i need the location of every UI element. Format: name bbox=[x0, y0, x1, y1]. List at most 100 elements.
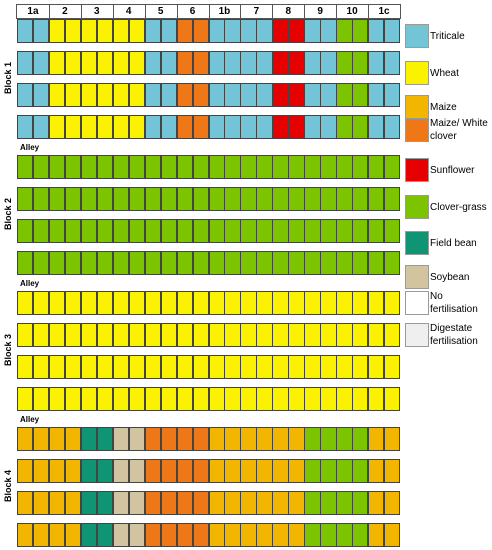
plot-cell-sunflower bbox=[272, 115, 289, 139]
plot-cell-clover bbox=[208, 155, 225, 179]
plot-cell-clover bbox=[320, 491, 337, 515]
plot-cell-wheat bbox=[336, 323, 353, 347]
plot-cell-wheat bbox=[80, 323, 98, 347]
plot-cell-clover bbox=[17, 219, 34, 243]
plot-cell-clover bbox=[384, 219, 401, 243]
plot-cell-soybean bbox=[128, 491, 146, 515]
plot-cell-maize bbox=[64, 459, 82, 483]
plot-cell-clover bbox=[240, 251, 257, 275]
plot-cell-clover bbox=[96, 187, 114, 211]
plot-cell-clover bbox=[176, 187, 193, 211]
plot-cell-clover bbox=[128, 219, 146, 243]
plot-cell-wheat bbox=[160, 355, 177, 379]
plot-cell-maize bbox=[32, 491, 50, 515]
plot-cell-maize bbox=[224, 491, 241, 515]
plot-cell-maize bbox=[64, 491, 82, 515]
plot-cell-wheat bbox=[32, 323, 50, 347]
plot-cell-maize bbox=[288, 523, 305, 547]
plot-cell-clover bbox=[304, 219, 321, 243]
legend-swatch-sunflower bbox=[405, 158, 429, 182]
plot-cell-clover bbox=[144, 251, 161, 275]
plot-cell-wheat bbox=[48, 355, 66, 379]
plot-cell-clover bbox=[320, 187, 337, 211]
plot-cell-wheat bbox=[176, 355, 193, 379]
plot-cell-wheat bbox=[192, 387, 209, 411]
plot-cell-clover bbox=[352, 187, 369, 211]
plot-cell-wheat bbox=[128, 83, 146, 107]
plot-cell-clover bbox=[336, 459, 353, 483]
plot-cell-maize bbox=[208, 491, 225, 515]
plot-cell-sunflower bbox=[288, 115, 305, 139]
plot-cell-clover bbox=[160, 251, 177, 275]
plot-cell-wheat bbox=[96, 51, 114, 75]
plot-cell-clover bbox=[80, 251, 98, 275]
plot-cell-clover bbox=[336, 523, 353, 547]
plot-cell-wheat bbox=[384, 323, 401, 347]
plot-cell-maize bbox=[368, 459, 385, 483]
plot-cell-clover bbox=[320, 523, 337, 547]
column-separator bbox=[208, 4, 210, 18]
plot-cell-clover bbox=[96, 155, 114, 179]
plot-cell-maize_clover bbox=[192, 19, 209, 43]
plot-cell-wheat bbox=[160, 323, 177, 347]
plot-cell-maize bbox=[256, 523, 273, 547]
plot-cell-maize bbox=[17, 459, 34, 483]
legend-label-fieldbean: Field bean bbox=[430, 237, 477, 249]
plot-cell-wheat bbox=[320, 355, 337, 379]
plot-cell-clover bbox=[272, 187, 289, 211]
plot-cell-sunflower bbox=[272, 51, 289, 75]
legend-label-sunflower: Sunflower bbox=[430, 164, 475, 176]
plot-cell-clover bbox=[336, 51, 353, 75]
plot-cell-wheat bbox=[128, 323, 146, 347]
plot-cell-maize bbox=[256, 459, 273, 483]
plot-cell-fieldbean bbox=[96, 491, 114, 515]
plot-cell-wheat bbox=[96, 83, 114, 107]
plot-cell-clover bbox=[160, 219, 177, 243]
plot-cell-clover bbox=[240, 219, 257, 243]
plot-cell-maize_clover bbox=[176, 491, 193, 515]
plot-cell-maize_clover bbox=[192, 83, 209, 107]
block-label: Block 3 bbox=[3, 334, 13, 367]
plot-cell-triticale bbox=[144, 115, 161, 139]
plot-cell-clover bbox=[320, 459, 337, 483]
plot-cell-clover bbox=[288, 187, 305, 211]
plot-cell-triticale bbox=[160, 51, 177, 75]
plot-cell-wheat bbox=[240, 291, 257, 315]
plot-cell-clover bbox=[320, 251, 337, 275]
plot-cell-clover bbox=[176, 251, 193, 275]
plot-cell-wheat bbox=[384, 291, 401, 315]
block-label: Block 4 bbox=[3, 470, 13, 503]
plot-cell-clover bbox=[112, 155, 130, 179]
plot-cell-fieldbean bbox=[96, 459, 114, 483]
plot-cell-triticale bbox=[17, 51, 34, 75]
plot-cell-wheat bbox=[272, 355, 289, 379]
column-label-3: 3 bbox=[94, 6, 100, 17]
plot-cell-triticale bbox=[384, 19, 401, 43]
plot-cell-maize bbox=[368, 427, 385, 451]
column-label-1a: 1a bbox=[27, 6, 39, 17]
plot-cell-triticale bbox=[208, 19, 225, 43]
plot-cell-triticale bbox=[320, 51, 337, 75]
plot-cell-clover bbox=[384, 155, 401, 179]
legend-label-digestate: Digestate fertilisation bbox=[430, 323, 478, 347]
plot-cell-triticale bbox=[256, 19, 273, 43]
plot-cell-clover bbox=[17, 187, 34, 211]
plot-cell-triticale bbox=[208, 51, 225, 75]
plot-cell-wheat bbox=[112, 19, 130, 43]
legend-label-clover: Clover-grass bbox=[430, 201, 487, 213]
plot-cell-wheat bbox=[176, 291, 193, 315]
plot-cell-wheat bbox=[80, 115, 98, 139]
plot-cell-wheat bbox=[304, 323, 321, 347]
alley-label: Alley bbox=[20, 143, 40, 152]
column-label-1b: 1b bbox=[218, 6, 231, 17]
plot-cell-wheat bbox=[224, 323, 241, 347]
plot-cell-clover bbox=[208, 219, 225, 243]
column-label-7: 7 bbox=[253, 6, 260, 17]
plot-cell-triticale bbox=[32, 115, 50, 139]
plot-cell-maize bbox=[64, 523, 82, 547]
plot-cell-triticale bbox=[256, 115, 273, 139]
plot-cell-clover bbox=[304, 187, 321, 211]
plot-cell-maize_clover bbox=[192, 523, 209, 547]
plot-cell-clover bbox=[64, 251, 82, 275]
plot-cell-maize bbox=[384, 427, 401, 451]
